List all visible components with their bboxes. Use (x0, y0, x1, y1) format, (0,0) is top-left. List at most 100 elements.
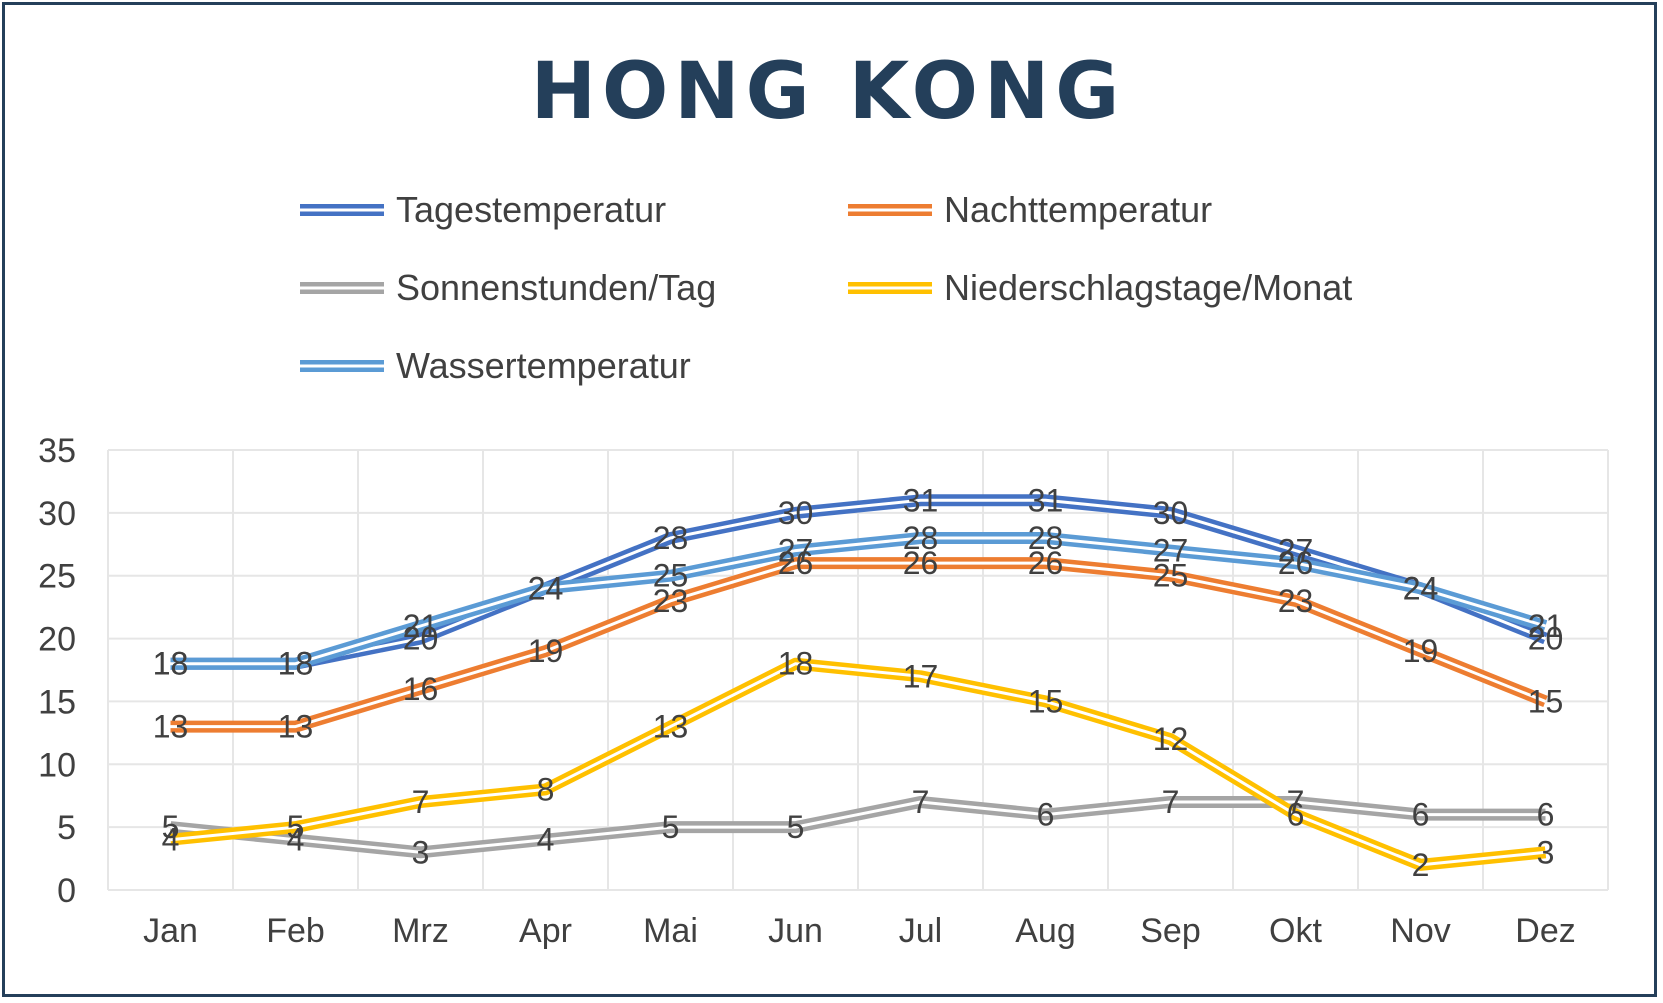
legend-label: Tagestemperatur (396, 189, 666, 230)
legend-item-niederschlagstage-monat: Niederschlagstage/Monat (848, 267, 1352, 308)
legend-item-nachttemperatur: Nachttemperatur (848, 189, 1212, 230)
data-label-nachttemperatur: 23 (1278, 583, 1314, 619)
data-label-nachttemperatur: 25 (1153, 558, 1189, 594)
series-line-inner (170, 662, 1546, 867)
x-tick-label: Jan (143, 912, 198, 950)
y-tick-label: 20 (38, 621, 76, 659)
data-label-wassertemperatur: 27 (1153, 533, 1189, 569)
series-wassertemperatur (170, 532, 1548, 670)
data-label-tagestemperatur: 18 (153, 646, 189, 682)
series-line-inner (170, 498, 1547, 666)
data-label-nachttemperatur: 26 (1028, 545, 1064, 581)
legend-item-sonnenstunden-tag: Sonnenstunden/Tag (300, 267, 716, 308)
y-tick-label: 0 (57, 872, 76, 910)
x-tick-label: Feb (266, 912, 325, 950)
data-label-tagestemperatur: 31 (1028, 482, 1064, 518)
data-label-wassertemperatur: 18 (278, 646, 314, 682)
data-label-tagestemperatur: 20 (403, 621, 439, 657)
data-label-wassertemperatur: 21 (403, 608, 439, 644)
data-label-sonnenstunden-tag: 7 (1287, 784, 1305, 820)
y-tick-label: 35 (38, 432, 76, 470)
x-tick-label: Jul (899, 912, 942, 950)
data-label-sonnenstunden-tag: 6 (1537, 797, 1555, 833)
data-label-sonnenstunden-tag: 4 (287, 822, 305, 858)
data-label-niederschlagstage-monat: 6 (1287, 797, 1305, 833)
x-tick-label: Aug (1015, 912, 1076, 950)
data-label-tagestemperatur: 28 (653, 520, 689, 556)
legend-label: Niederschlagstage/Monat (944, 267, 1352, 308)
data-label-nachttemperatur: 13 (278, 709, 314, 745)
y-tick-label: 30 (38, 495, 76, 533)
data-label-niederschlagstage-monat: 17 (903, 658, 939, 694)
data-label-niederschlagstage-monat: 13 (653, 709, 689, 745)
data-label-nachttemperatur: 26 (903, 545, 939, 581)
data-label-niederschlagstage-monat: 3 (1537, 834, 1555, 870)
data-label-tagestemperatur: 27 (1278, 533, 1314, 569)
data-label-tagestemperatur: 20 (1528, 621, 1564, 657)
series-line-inner (170, 800, 1546, 854)
legend: Tagestemperatur Nachttemperatur Sonnenstun… (300, 189, 1352, 386)
data-label-nachttemperatur: 16 (403, 671, 439, 707)
y-tick-label: 10 (38, 746, 76, 784)
data-label-wassertemperatur: 24 (528, 570, 564, 606)
data-label-tagestemperatur: 18 (278, 646, 314, 682)
x-tick-label: Apr (519, 912, 572, 950)
data-label-wassertemperatur: 27 (778, 533, 814, 569)
legend-item-wassertemperatur: Wassertemperatur (300, 345, 691, 386)
data-label-nachttemperatur: 23 (653, 583, 689, 619)
series-tagestemperatur (170, 494, 1548, 670)
data-label-niederschlagstage-monat: 2 (1412, 847, 1430, 883)
data-label-tagestemperatur: 24 (528, 570, 564, 606)
data-label-niederschlagstage-monat: 4 (162, 822, 180, 858)
data-label-sonnenstunden-tag: 6 (1037, 797, 1055, 833)
x-tick-label: Mrz (392, 912, 449, 950)
data-label-tagestemperatur: 30 (1153, 495, 1189, 531)
data-label-niederschlagstage-monat: 18 (778, 646, 814, 682)
legend-label: Nachttemperatur (944, 189, 1212, 230)
x-tick-label: Jun (768, 912, 823, 950)
series-line-inner (170, 561, 1547, 729)
x-tick-label: Nov (1390, 912, 1450, 950)
data-label-tagestemperatur: 31 (903, 482, 939, 518)
data-label-wassertemperatur: 21 (1528, 608, 1564, 644)
data-label-nachttemperatur: 13 (153, 709, 189, 745)
data-label-sonnenstunden-tag: 5 (662, 809, 680, 845)
data-label-niederschlagstage-monat: 12 (1153, 721, 1189, 757)
data-label-nachttemperatur: 19 (1403, 633, 1439, 669)
data-label-nachttemperatur: 19 (528, 633, 564, 669)
chart-title: HONG KONG (531, 47, 1126, 137)
y-tick-label: 25 (38, 558, 76, 596)
data-label-niederschlagstage-monat: 5 (287, 809, 305, 845)
series-niederschlagstage-monat (169, 657, 1547, 871)
data-label-wassertemperatur: 26 (1278, 545, 1314, 581)
y-tick-label: 15 (38, 683, 76, 721)
data-label-sonnenstunden-tag: 7 (1162, 784, 1180, 820)
data-label-sonnenstunden-tag: 7 (912, 784, 930, 820)
data-label-wassertemperatur: 18 (153, 646, 189, 682)
series-sonnenstunden-tag (169, 796, 1546, 859)
x-tick-label: Mai (643, 912, 698, 950)
data-label-nachttemperatur: 15 (1528, 683, 1564, 719)
x-tick-label: Dez (1515, 912, 1575, 950)
series-line-inner (170, 536, 1546, 666)
legend-label: Sonnenstunden/Tag (396, 267, 716, 308)
x-tick-label: Okt (1269, 912, 1322, 950)
data-label-niederschlagstage-monat: 7 (412, 784, 430, 820)
y-tick-label: 5 (57, 809, 76, 847)
data-label-tagestemperatur: 24 (1403, 570, 1439, 606)
data-label-niederschlagstage-monat: 15 (1028, 683, 1064, 719)
data-label-sonnenstunden-tag: 6 (1412, 797, 1430, 833)
x-tick-label: Sep (1140, 912, 1201, 950)
data-label-sonnenstunden-tag: 5 (162, 809, 180, 845)
data-label-nachttemperatur: 26 (778, 545, 814, 581)
data-label-wassertemperatur: 28 (903, 520, 939, 556)
data-label-wassertemperatur: 28 (1028, 520, 1064, 556)
legend-item-tagestemperatur: Tagestemperatur (300, 189, 666, 230)
data-label-sonnenstunden-tag: 5 (787, 809, 805, 845)
data-label-tagestemperatur: 30 (778, 495, 814, 531)
series-lines (169, 494, 1548, 871)
legend-label: Wassertemperatur (396, 345, 691, 386)
